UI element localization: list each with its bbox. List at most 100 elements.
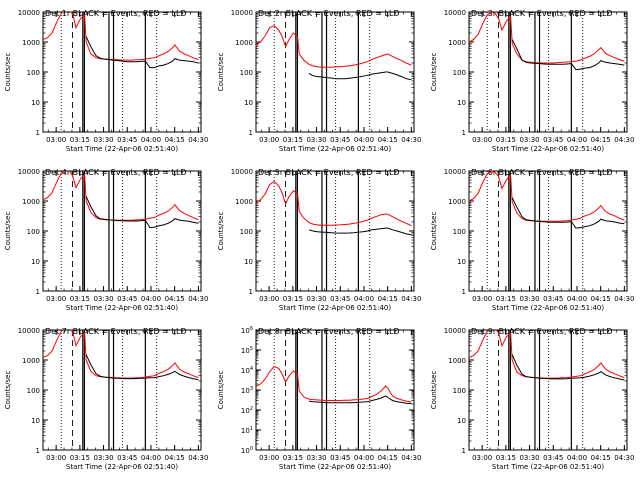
y-tick-label: 105 [241,346,253,355]
y-tick-label: 10000 [444,9,466,17]
x-tick-label: 03:30 [93,136,113,144]
y-tick-label: 1 [462,447,466,455]
events-series-line [511,354,625,381]
y-tick-label: 10000 [18,9,40,17]
chart-panel-5: Det 5r BLACK = Events, RED = LLD 1 10 100 10… [217,168,421,312]
y-tick-label: 1 [36,129,40,137]
y-tick-label: 1 [462,288,466,296]
x-tick-label: 03:45 [330,295,350,303]
x-tick-label: 04:30 [614,136,634,144]
chart-title: Det 2r BLACK = Events, RED = LLD [258,9,400,18]
chart-panel-3: Det 3r BLACK = Events, RED = LLD 1 10 100 10… [430,9,634,153]
y-tick-label: 10 [457,99,466,107]
chart-panel-2: Det 2r BLACK = Events, RED = LLD 1 10 100 10… [217,9,421,153]
y-tick-label: 10000 [444,168,466,176]
x-tick-label: 03:15 [496,454,516,462]
x-tick-label: 04:15 [378,295,398,303]
chart-panel-6: Det 6r BLACK = Events, RED = LLD 1 10 100 10… [430,168,634,312]
y-tick-label: 1 [462,129,466,137]
events-series-line [308,395,412,405]
lld-series-line [256,25,412,68]
x-tick-label: 03:00 [259,136,279,144]
x-tick-label: 03:30 [306,454,326,462]
x-tick-label: 03:45 [117,454,137,462]
y-axis-label: Counts/sec [4,371,12,410]
x-tick-label: 03:45 [330,454,350,462]
y-axis-label: Counts/sec [217,212,225,251]
x-tick-label: 03:00 [46,136,66,144]
events-series-line [308,71,412,81]
events-series-line [85,36,199,69]
x-tick-label: 04:30 [401,454,421,462]
x-tick-label: 03:45 [117,295,137,303]
lld-series-line [43,12,199,61]
x-tick-label: 03:00 [259,295,279,303]
x-axis-label: Start Time (22-Apr-06 02:51:40) [279,304,391,312]
y-tick-label: 1000 [448,198,466,206]
x-tick-label: 03:15 [283,454,303,462]
x-tick-label: 04:15 [591,454,611,462]
x-tick-label: 04:15 [591,295,611,303]
plot-frame [42,170,202,292]
x-tick-label: 04:15 [378,454,398,462]
y-tick-label: 10000 [18,327,40,335]
x-tick-label: 03:45 [543,454,563,462]
x-axis-label: Start Time (22-Apr-06 02:51:40) [66,304,178,312]
lld-series-line [469,12,625,64]
y-axis-label: Counts/sec [4,53,12,92]
y-tick-label: 102 [241,406,253,415]
y-axis-label: Counts/sec [430,53,438,92]
x-axis-label: Start Time (22-Apr-06 02:51:40) [279,145,391,153]
x-tick-label: 03:00 [46,454,66,462]
plot-frame [255,329,415,451]
chart-panel-9: Det 9r BLACK = Events, RED = LLD 1 10 100 10… [430,327,634,471]
x-tick-label: 04:00 [354,295,374,303]
x-tick-label: 03:00 [472,454,492,462]
chart-title: Det 7r BLACK = Events, RED = LLD [45,327,187,336]
x-tick-label: 03:30 [306,295,326,303]
x-tick-label: 04:00 [567,454,587,462]
y-tick-label: 10 [244,258,253,266]
x-tick-label: 03:45 [543,295,563,303]
y-axis-label: Counts/sec [430,212,438,251]
y-tick-label: 1000 [448,39,466,47]
events-series-line [308,227,412,236]
x-tick-label: 04:15 [165,454,185,462]
x-tick-label: 03:15 [70,136,90,144]
y-axis-label: Counts/sec [217,371,225,410]
chart-panel-1: Det 1r BLACK = Events, RED = LLD 1 10 100 10… [4,9,208,153]
y-tick-label: 1000 [235,39,253,47]
x-tick-label: 03:00 [46,295,66,303]
events-series-line [511,197,625,229]
x-tick-label: 03:30 [519,454,539,462]
x-tick-label: 04:30 [188,295,208,303]
chart-panel-8: Det 8r BLACK = Events, RED = LLD 100 101 10… [217,326,421,471]
x-tick-label: 03:15 [496,295,516,303]
y-tick-label: 10 [31,258,40,266]
x-axis-label: Start Time (22-Apr-06 02:51:40) [492,145,604,153]
y-tick-label: 10 [31,417,40,425]
x-tick-label: 04:30 [614,454,634,462]
x-tick-label: 03:30 [306,136,326,144]
y-tick-label: 10 [457,258,466,266]
x-axis-label: Start Time (22-Apr-06 02:51:40) [492,304,604,312]
y-tick-label: 100 [240,69,253,77]
y-tick-label: 100 [453,69,466,77]
chart-title: Det 3r BLACK = Events, RED = LLD [471,9,613,18]
y-tick-label: 1000 [22,39,40,47]
chart-title: Det 6r BLACK = Events, RED = LLD [471,168,613,177]
x-tick-label: 04:30 [401,136,421,144]
y-tick-label: 100 [240,228,253,236]
y-tick-label: 100 [453,387,466,395]
y-tick-label: 100 [241,446,253,455]
y-tick-label: 1 [36,288,40,296]
y-tick-label: 10 [31,99,40,107]
lld-series-line [469,171,625,222]
y-tick-label: 100 [453,228,466,236]
x-tick-label: 03:45 [330,136,350,144]
y-axis-label: Counts/sec [217,53,225,92]
y-tick-label: 1 [249,288,253,296]
y-tick-label: 1000 [448,357,466,365]
y-tick-label: 10 [244,99,253,107]
